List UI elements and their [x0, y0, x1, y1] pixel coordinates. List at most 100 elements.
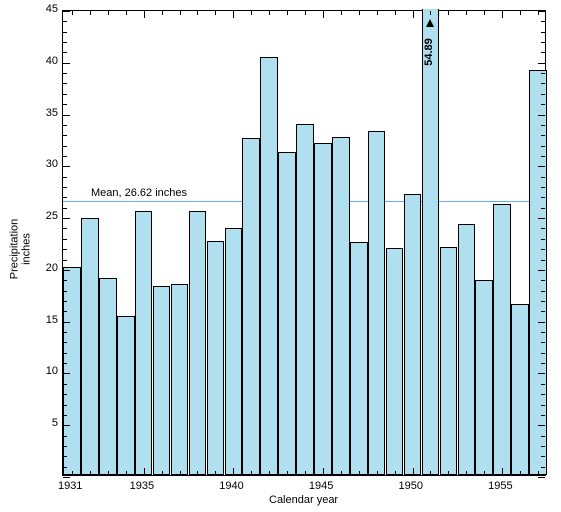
- x-tick-minor: [377, 11, 378, 15]
- x-tick-minor: [180, 11, 181, 15]
- bar: [242, 138, 260, 475]
- x-tick-minor: [430, 471, 431, 475]
- y-tick-minor: [541, 156, 545, 157]
- x-tick-minor: [305, 471, 306, 475]
- y-tick-major: [538, 270, 545, 271]
- bar: [99, 278, 117, 475]
- bar: [171, 284, 189, 475]
- y-tick-major: [63, 270, 70, 271]
- y-tick-minor: [63, 73, 67, 74]
- x-tick-major: [144, 11, 145, 18]
- y-tick-major: [63, 373, 70, 374]
- x-tick-minor: [448, 11, 449, 15]
- x-tick-minor: [72, 471, 73, 475]
- y-tick-minor: [63, 32, 67, 33]
- y-tick-major: [538, 373, 545, 374]
- x-tick-label: 1945: [309, 480, 333, 492]
- y-tick-minor: [541, 177, 545, 178]
- y-tick-label: 5: [52, 417, 58, 429]
- x-tick-major: [144, 468, 145, 475]
- y-tick-major: [538, 166, 545, 167]
- y-tick-major: [63, 322, 70, 323]
- y-tick-minor: [541, 42, 545, 43]
- bar: [422, 9, 440, 475]
- y-tick-minor: [541, 125, 545, 126]
- x-tick-minor: [395, 11, 396, 15]
- x-tick-minor: [269, 471, 270, 475]
- bar: [475, 280, 493, 475]
- x-tick-major: [413, 11, 414, 18]
- y-tick-minor: [541, 332, 545, 333]
- y-tick-major: [63, 425, 70, 426]
- y-tick-minor: [541, 187, 545, 188]
- bar: [314, 143, 332, 475]
- bar: [189, 211, 207, 475]
- y-tick-minor: [63, 436, 67, 437]
- x-tick-minor: [448, 471, 449, 475]
- y-tick-minor: [63, 467, 67, 468]
- y-tick-major: [538, 477, 545, 478]
- x-tick-label: 1935: [130, 480, 154, 492]
- y-tick-minor: [63, 21, 67, 22]
- x-tick-minor: [430, 11, 431, 15]
- x-tick-minor: [215, 11, 216, 15]
- y-tick-minor: [63, 125, 67, 126]
- y-tick-minor: [63, 187, 67, 188]
- y-tick-minor: [541, 32, 545, 33]
- x-tick-label: 1940: [219, 480, 243, 492]
- y-tick-minor: [63, 342, 67, 343]
- x-tick-minor: [466, 471, 467, 475]
- y-tick-minor: [63, 228, 67, 229]
- bar: [135, 211, 153, 475]
- y-tick-minor: [541, 228, 545, 229]
- x-tick-minor: [377, 471, 378, 475]
- y-tick-minor: [63, 311, 67, 312]
- y-tick-minor: [541, 446, 545, 447]
- bar: [332, 137, 350, 475]
- bar: [350, 242, 368, 475]
- x-tick-minor: [341, 471, 342, 475]
- y-tick-minor: [541, 456, 545, 457]
- x-tick-minor: [305, 11, 306, 15]
- y-tick-minor: [541, 249, 545, 250]
- y-tick-minor: [63, 83, 67, 84]
- y-tick-minor: [63, 156, 67, 157]
- bar: [81, 218, 99, 475]
- x-tick-major: [233, 11, 234, 18]
- bar: [386, 248, 404, 475]
- x-tick-major: [502, 11, 503, 18]
- y-tick-major: [538, 115, 545, 116]
- y-tick-minor: [63, 260, 67, 261]
- y-tick-minor: [63, 456, 67, 457]
- y-tick-minor: [541, 405, 545, 406]
- x-tick-minor: [538, 471, 539, 475]
- y-tick-major: [63, 477, 70, 478]
- y-tick-minor: [541, 342, 545, 343]
- y-tick-major: [63, 218, 70, 219]
- y-tick-minor: [541, 384, 545, 385]
- y-axis-label: Precipitationinches: [8, 219, 32, 280]
- x-tick-minor: [108, 471, 109, 475]
- y-tick-minor: [541, 436, 545, 437]
- bar: [63, 267, 81, 475]
- bar: [296, 124, 314, 475]
- y-tick-minor: [63, 42, 67, 43]
- y-tick-major: [538, 218, 545, 219]
- y-tick-minor: [63, 146, 67, 147]
- bar: [404, 194, 422, 475]
- y-tick-minor: [541, 301, 545, 302]
- y-tick-label: 40: [46, 55, 58, 67]
- y-tick-minor: [541, 239, 545, 240]
- x-tick-minor: [341, 11, 342, 15]
- y-tick-minor: [541, 363, 545, 364]
- arrow-up-icon: [426, 19, 434, 27]
- y-tick-minor: [541, 467, 545, 468]
- y-tick-minor: [541, 104, 545, 105]
- y-tick-minor: [63, 280, 67, 281]
- y-tick-minor: [63, 208, 67, 209]
- x-tick-minor: [72, 11, 73, 15]
- x-tick-minor: [466, 11, 467, 15]
- x-tick-minor: [162, 11, 163, 15]
- x-tick-label: 1950: [399, 480, 423, 492]
- y-tick-minor: [63, 135, 67, 136]
